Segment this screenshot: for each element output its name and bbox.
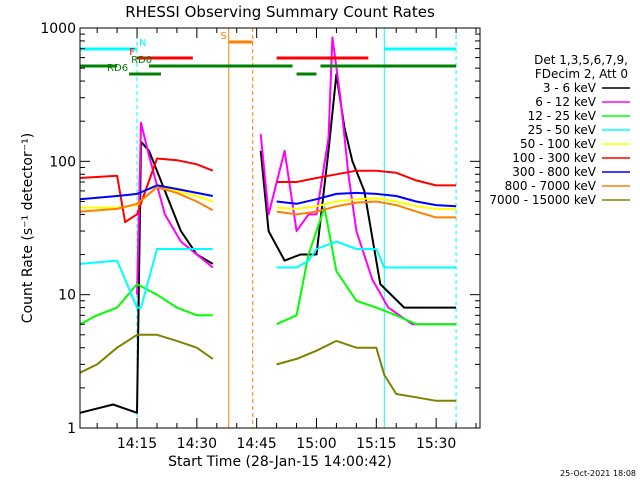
series-line-7	[79, 184, 457, 208]
timestamp-label: 25-Oct-2021 18:08	[560, 469, 636, 478]
legend-label-6: 100 - 300 keV	[512, 151, 596, 165]
y-tick-label: 1000	[40, 21, 76, 37]
header-line-2: FDecim 2, Att 0	[535, 67, 628, 81]
y-tick-label: 10	[58, 288, 76, 304]
series-line-9	[79, 333, 457, 402]
series-line-8	[79, 186, 457, 219]
y-tick-label: 1	[67, 421, 76, 437]
x-tick-label: 15:15	[356, 436, 396, 452]
flag-label-rd0: RD0	[131, 55, 152, 66]
legend-label-1: 3 - 6 keV	[543, 81, 597, 95]
plot-frame	[79, 27, 481, 429]
legend-label-5: 50 - 100 keV	[520, 137, 597, 151]
chart-title: RHESSI Observing Summary Count Rates	[125, 3, 435, 21]
x-axis-title: Start Time (28-Jan-15 14:00:42)	[168, 454, 392, 470]
series-line-1	[79, 73, 457, 414]
x-tick-label: 14:30	[177, 436, 217, 452]
series-line-6	[79, 157, 457, 224]
flag-label-f: F	[129, 47, 135, 58]
series-line-4	[79, 240, 457, 309]
x-tick-label: 14:45	[236, 436, 276, 452]
legend-label-8: 800 - 7000 keV	[505, 179, 597, 193]
legend-label-3: 12 - 25 keV	[528, 109, 597, 123]
x-tick-label: 15:00	[296, 436, 336, 452]
legend-label-7: 300 - 800 keV	[512, 165, 596, 179]
x-tick-label: 15:30	[416, 436, 456, 452]
y-axis-title: Count Rate (s⁻¹ detector⁻¹)	[20, 133, 36, 323]
flag-label-s: S	[220, 31, 226, 42]
flag-label-rd6: RD6	[107, 63, 128, 74]
y-tick-label: 100	[49, 154, 76, 170]
header-line-1: Det 1,3,5,6,7,9,	[534, 53, 628, 67]
legend-label-2: 6 - 12 keV	[535, 95, 597, 109]
legend-label-4: 25 - 50 keV	[528, 123, 597, 137]
x-tick-label: 14:15	[117, 436, 157, 452]
flag-label-n: N	[139, 38, 146, 49]
series-line-2	[136, 36, 457, 326]
legend-label-9: 7000 - 15000 keV	[489, 193, 596, 207]
